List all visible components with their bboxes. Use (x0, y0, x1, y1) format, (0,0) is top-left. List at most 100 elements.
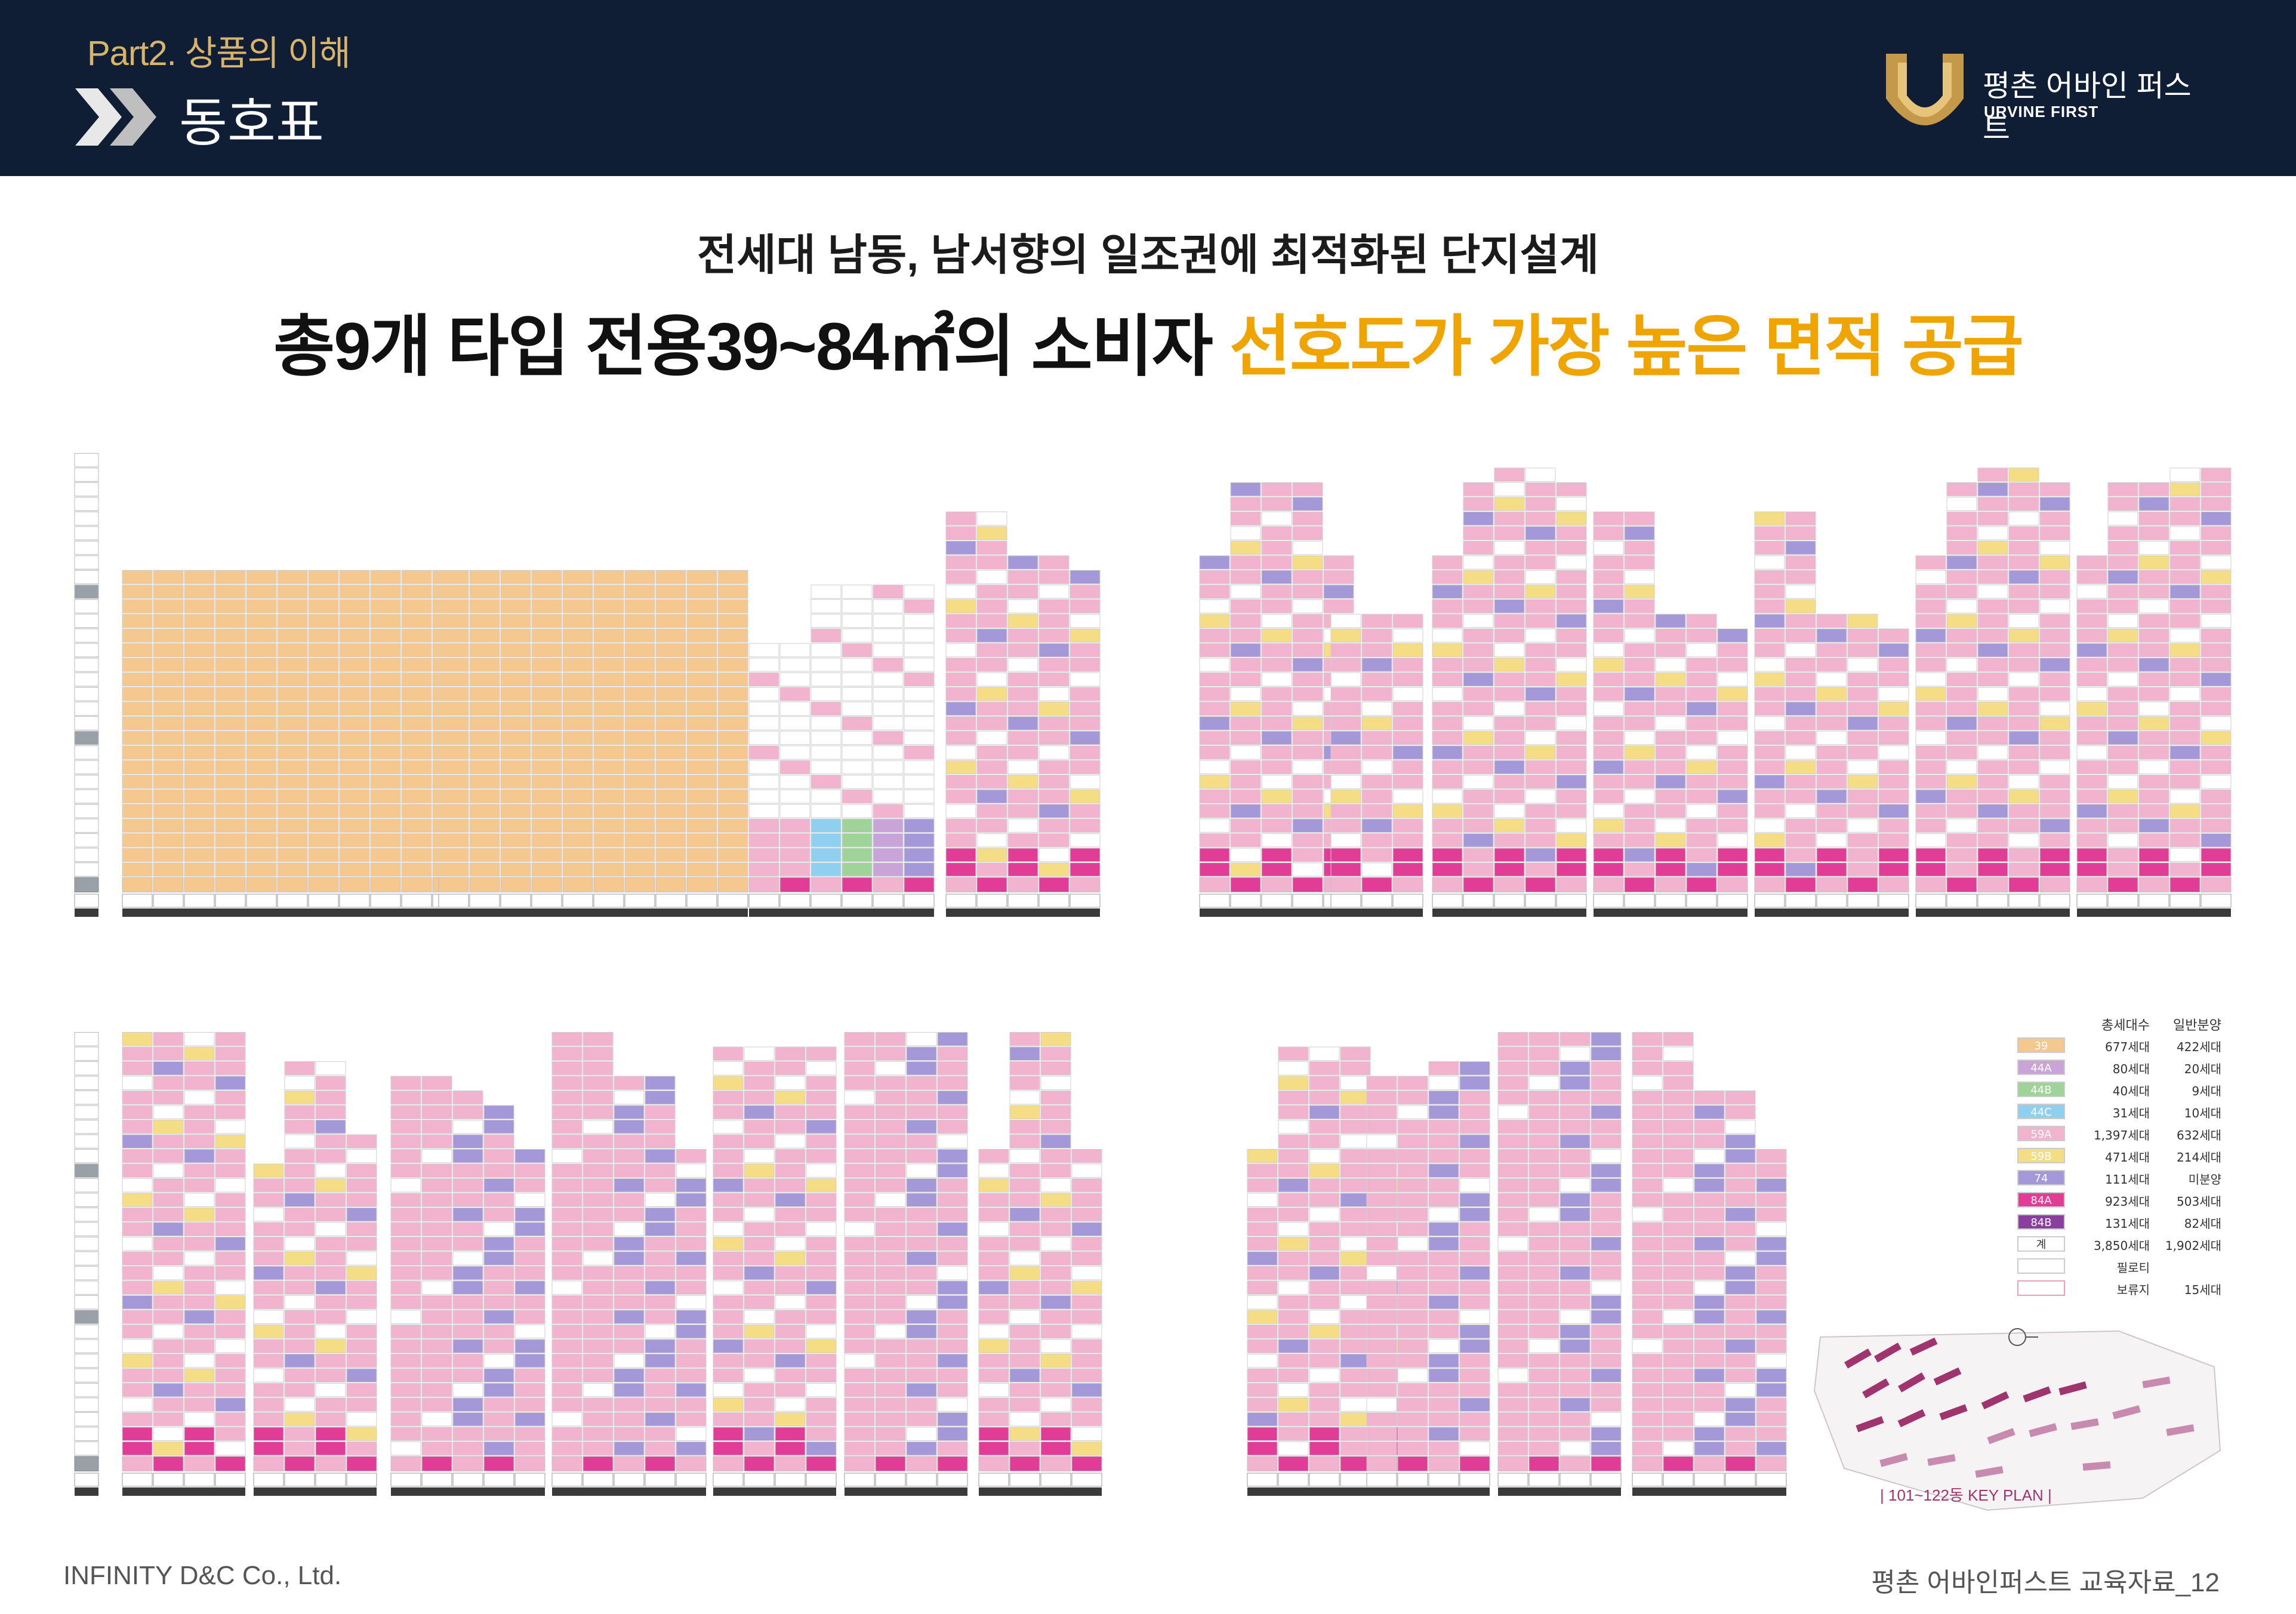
unit-cell (1785, 599, 1816, 614)
unit-cell (1428, 1105, 1459, 1119)
legend-row: 39 677세대 422세대 (2013, 1036, 2227, 1054)
unit-cell (624, 863, 655, 877)
unit-cell (1686, 614, 1717, 628)
unit-cell (1261, 833, 1292, 848)
unit-cell (744, 1091, 775, 1105)
unit-cell (2008, 497, 2039, 511)
unit-cell (1591, 1397, 1622, 1412)
unit-cell (346, 1149, 377, 1163)
unit-cell (1977, 731, 2008, 745)
unit-cell (562, 746, 593, 760)
unit-cell (401, 658, 432, 672)
unit-cell (1459, 1368, 1490, 1382)
unit-cell (483, 1178, 514, 1193)
unit-cell (308, 746, 339, 760)
unit-cell (1632, 1061, 1663, 1076)
unit-cell (469, 731, 500, 745)
unit-cell (401, 775, 432, 789)
unit-cell (1038, 818, 1070, 833)
unit-cell (1392, 804, 1423, 818)
unit-cell (215, 614, 246, 628)
unit-cell (1756, 1441, 1787, 1456)
unit-cell (2039, 716, 2070, 731)
unit-cell (438, 804, 469, 818)
unit-cell (1009, 1441, 1040, 1456)
unit-cell (308, 716, 339, 731)
unit-cell (614, 1091, 645, 1105)
unit-cell (810, 746, 842, 760)
unit-cell (1663, 1149, 1694, 1163)
unit-cell (1361, 833, 1392, 848)
unit-cell (1009, 1061, 1040, 1076)
unit-cell (614, 1325, 645, 1339)
unit-cell (717, 731, 748, 745)
unit-cell (1463, 570, 1494, 584)
unit-cell (937, 1266, 968, 1280)
unit-cell (676, 1251, 707, 1265)
line-number-cell (593, 894, 624, 908)
unit-cell (1977, 555, 2008, 569)
unit-cell (1230, 599, 1261, 614)
unit-cell (1560, 1383, 1591, 1397)
unit-cell (500, 731, 531, 745)
unit-cell (1309, 1208, 1340, 1222)
unit-cell (1247, 1193, 1278, 1207)
unit-cell (842, 672, 873, 686)
legend-header-sale: 일반분양 (2173, 1018, 2221, 1033)
unit-cell (937, 1251, 968, 1265)
unit-cell (1593, 687, 1624, 701)
building-name-bar (749, 908, 934, 917)
unit-cell (593, 599, 624, 614)
unit-cell (277, 746, 308, 760)
unit-cell (122, 1149, 153, 1163)
unit-cell (1038, 760, 1070, 774)
pilotis-cell (74, 877, 99, 892)
unit-cell (1694, 1163, 1725, 1178)
unit-cell (469, 848, 500, 862)
unit-cell (1247, 1295, 1278, 1310)
pilotis-unit-cell (1247, 1456, 1278, 1471)
unit-cell (1432, 584, 1463, 599)
legend-sale: 15세대 (2184, 1283, 2221, 1297)
unit-cell (645, 1441, 676, 1456)
unit-cell (215, 1046, 246, 1061)
unit-cell (253, 1441, 284, 1456)
floor-label-cell (74, 804, 99, 818)
unit-cell (308, 599, 339, 614)
unit-cell (945, 716, 976, 731)
unit-cell (184, 1208, 215, 1222)
unit-cell (1560, 1441, 1591, 1456)
unit-cell (1040, 1178, 1071, 1193)
unit-cell (1946, 746, 1977, 760)
unit-cell (1560, 1251, 1591, 1265)
unit-cell (346, 1163, 377, 1178)
unit-cell (1038, 701, 1070, 716)
unit-cell (1309, 1061, 1340, 1076)
unit-cell (1463, 658, 1494, 672)
unit-cell (277, 760, 308, 774)
unit-cell (1946, 614, 1977, 628)
floor-label-cell (74, 1280, 99, 1295)
building-name-bar (391, 1487, 545, 1496)
unit-cell (583, 1427, 614, 1441)
unit-cell (1009, 1251, 1040, 1265)
unit-cell (1459, 1325, 1490, 1339)
unit-cell (1528, 1295, 1560, 1310)
unit-cell (2107, 643, 2138, 657)
unit-cell (624, 775, 655, 789)
unit-cell (614, 1427, 645, 1441)
unit-cell (686, 658, 717, 672)
unit-cell (1397, 1105, 1428, 1119)
unit-cell (810, 701, 842, 716)
unit-cell (844, 1412, 875, 1427)
unit-cell (676, 1178, 707, 1193)
unit-cell (122, 1163, 153, 1178)
unit-cell (1754, 731, 1785, 745)
unit-cell (775, 1251, 806, 1265)
unit-cell (284, 1208, 315, 1222)
unit-cell (2039, 584, 2070, 599)
unit-cell (1915, 570, 1946, 584)
unit-cell (645, 1412, 676, 1427)
unit-cell (1847, 658, 1878, 672)
unit-cell (284, 1193, 315, 1207)
